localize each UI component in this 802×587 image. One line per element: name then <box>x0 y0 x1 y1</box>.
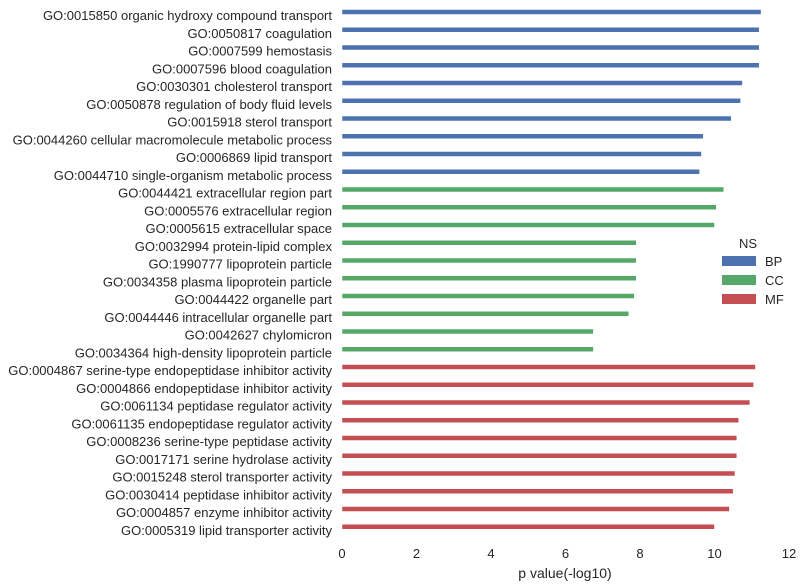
bar-cc <box>341 275 637 281</box>
category-label: GO:0005576 extracellular region <box>144 203 332 218</box>
bar-mf <box>341 453 738 459</box>
category-label: GO:0015248 sterol transporter activity <box>112 470 332 485</box>
category-label: GO:0044260 cellular macromolecule metabo… <box>13 132 333 147</box>
bar-cc <box>341 346 594 352</box>
bar-mf <box>341 399 751 406</box>
category-label: GO:0044446 intracellular organelle part <box>104 310 332 325</box>
x-axis-label: p value(-log10) <box>518 565 611 581</box>
category-label: GO:0004866 endopeptidase inhibitor activ… <box>76 381 332 396</box>
category-label: GO:0042627 chylomicron <box>185 328 332 343</box>
category-label: GO:0008236 serine-type peptidase activit… <box>86 434 332 449</box>
category-label: GO:0050878 regulation of body fluid leve… <box>86 97 332 112</box>
category-labels-group: GO:0015850 organic hydroxy compound tran… <box>8 8 332 538</box>
legend: NS BP CC MF <box>722 236 784 307</box>
x-tick-label: 2 <box>413 546 420 561</box>
category-label: GO:0004867 serine-type endopeptidase inh… <box>8 363 332 378</box>
x-tick-label: 0 <box>338 546 345 561</box>
x-tick-label: 10 <box>707 546 721 561</box>
bar-mf <box>341 470 736 477</box>
bar-mf <box>341 506 730 512</box>
legend-label-bp: BP <box>765 254 782 269</box>
bar-mf <box>341 382 754 388</box>
bar-cc <box>341 328 594 335</box>
category-label: GO:0061134 peptidase regulator activity <box>100 399 332 414</box>
bar-mf <box>341 524 715 530</box>
category-label: GO:0007596 blood coagulation <box>152 61 332 76</box>
legend-swatch-mf <box>722 294 756 304</box>
bar-bp <box>341 9 762 15</box>
bar-cc <box>341 204 717 210</box>
legend-title: NS <box>739 236 757 251</box>
legend-label-mf: MF <box>765 292 784 307</box>
bar-mf <box>341 435 738 441</box>
bar-cc <box>341 240 637 246</box>
bar-bp <box>341 98 741 104</box>
category-label: GO:0044421 extracellular region part <box>118 186 332 201</box>
category-label: GO:0015850 organic hydroxy compound tran… <box>43 8 332 23</box>
category-label: GO:0017171 serine hydrolase activity <box>115 452 332 467</box>
legend-label-cc: CC <box>765 273 784 288</box>
category-label: GO:0061135 endopeptidase regulator activ… <box>71 416 332 431</box>
bar-cc <box>341 186 725 193</box>
bar-bp <box>341 80 743 86</box>
bar-cc <box>341 311 630 317</box>
bar-bp <box>341 62 760 68</box>
bar-mf <box>341 417 739 423</box>
legend-swatch-cc <box>722 275 756 285</box>
bar-cc <box>341 257 637 264</box>
bar-cc <box>341 222 715 228</box>
bar-bp <box>341 27 760 33</box>
category-label: GO:0030301 cholesterol transport <box>136 79 332 94</box>
bar-bp <box>341 169 700 175</box>
category-label: GO:0005615 extracellular space <box>146 221 332 236</box>
category-label: GO:0030414 peptidase inhibitor activity <box>105 487 332 502</box>
category-label: GO:1990777 lipoprotein particle <box>148 257 332 272</box>
bar-cc <box>341 293 635 299</box>
x-tick-label: 4 <box>487 546 494 561</box>
category-label: GO:0044710 single-organism metabolic pro… <box>54 168 333 183</box>
bar-bp <box>341 44 760 51</box>
bar-mf <box>341 488 734 494</box>
category-label: GO:0034364 high-density lipoprotein part… <box>75 345 332 360</box>
x-tick-label: 6 <box>562 546 569 561</box>
bar-mf <box>341 364 756 370</box>
x-tick-label: 8 <box>636 546 643 561</box>
x-axis: 0 2 4 6 8 10 12 <box>338 546 796 561</box>
bar-bp <box>341 115 732 122</box>
category-label: GO:0006869 lipid transport <box>176 150 332 165</box>
bar-bp <box>341 133 704 139</box>
x-tick-label: 12 <box>782 546 796 561</box>
bar-bp <box>341 151 702 157</box>
category-label: GO:0032994 protein-lipid complex <box>135 239 333 254</box>
category-label: GO:0034358 plasma lipoprotein particle <box>103 274 332 289</box>
category-label: GO:0044422 organelle part <box>174 292 332 307</box>
category-label: GO:0005319 lipid transporter activity <box>121 523 332 538</box>
category-label: GO:0050817 coagulation <box>187 26 332 41</box>
bars-group <box>341 9 762 530</box>
category-label: GO:0007599 hemostasis <box>188 44 332 59</box>
category-label: GO:0004857 enzyme inhibitor activity <box>116 505 333 520</box>
category-label: GO:0015918 sterol transport <box>167 115 332 130</box>
legend-swatch-bp <box>722 256 756 266</box>
